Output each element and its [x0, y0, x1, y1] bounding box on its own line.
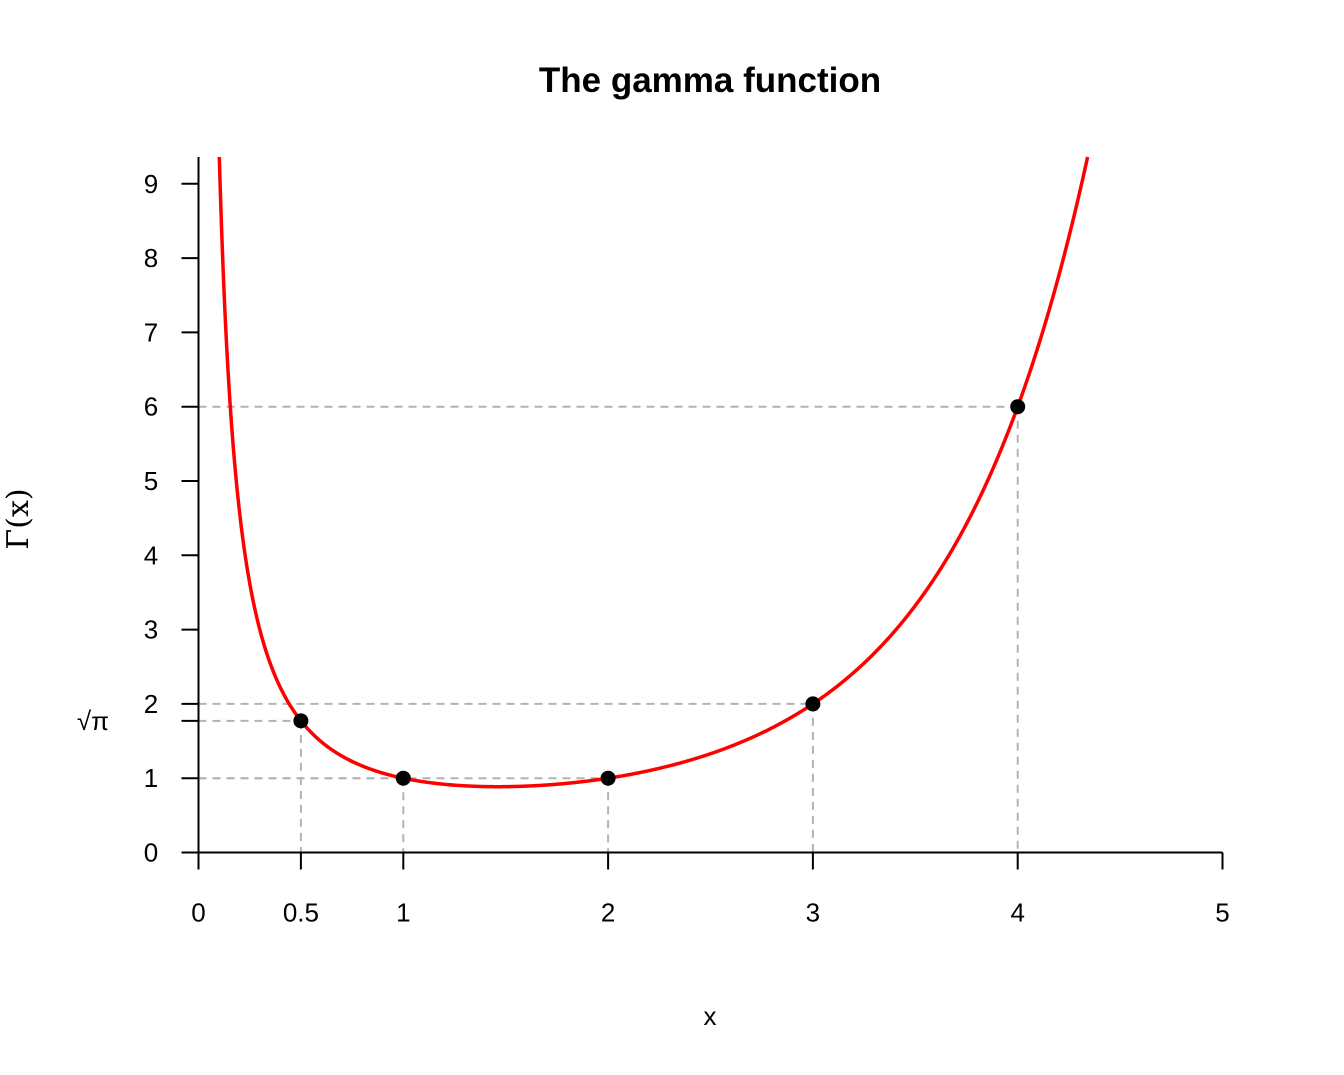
chart-title: The gamma function — [539, 61, 881, 100]
data-point-4 — [1010, 399, 1026, 415]
data-point-0 — [293, 713, 309, 729]
points-layer — [293, 399, 1026, 786]
y-axis-label: Γ(x) — [1, 488, 36, 549]
x-tick-label-1: 0.5 — [283, 898, 319, 928]
gamma-curve — [217, 156, 1090, 789]
x-axis: 0 0.5 1 2 3 4 5 — [191, 851, 1230, 928]
y-tick-label-6: 5 — [144, 466, 158, 496]
data-point-3 — [805, 696, 821, 712]
y-tick-label-3: 2 — [144, 689, 158, 719]
x-axis-label: x — [704, 1001, 717, 1031]
x-tick-label-2: 1 — [396, 898, 410, 928]
y-tick-label-10: 9 — [144, 169, 158, 199]
y-tick-label-7: 6 — [144, 392, 158, 422]
y-axis: 0 1 √π 2 3 4 5 6 7 8 9 — [77, 157, 200, 868]
y-tick-label-2: √π — [77, 706, 109, 736]
y-tick-label-1: 1 — [144, 763, 158, 793]
x-tick-label-0: 0 — [191, 898, 205, 928]
x-tick-label-4: 3 — [806, 898, 820, 928]
x-tick-label-3: 2 — [601, 898, 615, 928]
y-tick-label-0: 0 — [144, 838, 158, 868]
y-tick-label-5: 4 — [144, 540, 158, 570]
guide-lines — [198, 405, 1019, 853]
y-tick-label-9: 8 — [144, 243, 158, 273]
data-point-2 — [600, 770, 616, 786]
y-tick-label-4: 3 — [144, 615, 158, 645]
x-tick-label-5: 4 — [1010, 898, 1024, 928]
x-tick-label-6: 5 — [1215, 898, 1229, 928]
y-tick-label-8: 7 — [144, 317, 158, 347]
curve-layer — [217, 156, 1090, 789]
data-point-1 — [395, 770, 411, 786]
